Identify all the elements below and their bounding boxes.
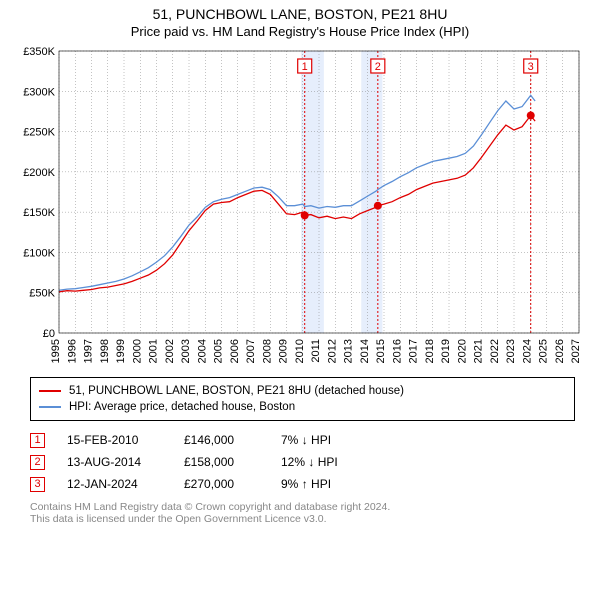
arrow-down-icon: ↓: [308, 455, 314, 469]
legend: 51, PUNCHBOWL LANE, BOSTON, PE21 8HU (de…: [30, 377, 575, 421]
svg-text:£200K: £200K: [23, 167, 55, 179]
transaction-pct: 7% ↓ HPI: [281, 433, 371, 447]
svg-text:£50K: £50K: [29, 288, 55, 300]
legend-row: 51, PUNCHBOWL LANE, BOSTON, PE21 8HU (de…: [39, 383, 566, 399]
svg-text:2011: 2011: [310, 339, 322, 363]
svg-text:2010: 2010: [294, 339, 306, 363]
svg-text:2023: 2023: [505, 339, 517, 363]
svg-text:2008: 2008: [261, 339, 273, 363]
svg-text:2005: 2005: [213, 339, 225, 363]
svg-text:2017: 2017: [408, 339, 420, 363]
transaction-price: £158,000: [184, 455, 259, 469]
transaction-index-box: 2: [30, 455, 45, 470]
legend-swatch-blue: [39, 406, 61, 408]
svg-text:2021: 2021: [473, 339, 485, 363]
svg-text:1999: 1999: [115, 339, 127, 363]
transaction-index-box: 1: [30, 433, 45, 448]
legend-label: HPI: Average price, detached house, Bost…: [69, 401, 295, 413]
svg-text:1995: 1995: [50, 339, 62, 363]
svg-text:2016: 2016: [391, 339, 403, 363]
svg-text:2025: 2025: [538, 339, 550, 363]
svg-text:2004: 2004: [196, 339, 208, 363]
footer-line: Contains HM Land Registry data © Crown c…: [30, 501, 575, 513]
chart-subtitle: Price paid vs. HM Land Registry's House …: [0, 24, 600, 39]
svg-text:2020: 2020: [456, 339, 468, 363]
svg-text:2026: 2026: [554, 339, 566, 363]
arrow-up-icon: ↑: [302, 477, 308, 491]
legend-label: 51, PUNCHBOWL LANE, BOSTON, PE21 8HU (de…: [69, 385, 404, 397]
svg-text:2003: 2003: [180, 339, 192, 363]
arrow-down-icon: ↓: [302, 433, 308, 447]
svg-text:1997: 1997: [83, 339, 95, 363]
transaction-date: 13-AUG-2014: [67, 455, 162, 469]
svg-text:1: 1: [302, 61, 308, 73]
svg-text:2022: 2022: [489, 339, 501, 363]
svg-text:£250K: £250K: [23, 127, 55, 139]
svg-text:2014: 2014: [359, 339, 371, 363]
svg-text:2019: 2019: [440, 339, 452, 363]
svg-text:2027: 2027: [570, 339, 582, 363]
transaction-pct: 9% ↑ HPI: [281, 477, 371, 491]
table-row: 2 13-AUG-2014 £158,000 12% ↓ HPI: [30, 451, 575, 473]
svg-text:1998: 1998: [99, 339, 111, 363]
chart-area: £0 £50K £100K £150K £200K £250K £300K £350K 1995…: [15, 47, 585, 377]
legend-row: HPI: Average price, detached house, Bost…: [39, 399, 566, 415]
transaction-date: 15-FEB-2010: [67, 433, 162, 447]
svg-text:£150K: £150K: [23, 207, 55, 219]
svg-text:2013: 2013: [343, 339, 355, 363]
svg-text:2018: 2018: [424, 339, 436, 363]
svg-text:2006: 2006: [229, 339, 241, 363]
footer-text: Contains HM Land Registry data © Crown c…: [30, 501, 575, 525]
transactions-table: 1 15-FEB-2010 £146,000 7% ↓ HPI 2 13-AUG…: [30, 429, 575, 495]
line-chart-svg: £0 £50K £100K £150K £200K £250K £300K £350K 1995…: [15, 47, 585, 377]
svg-text:2001: 2001: [148, 339, 160, 363]
legend-swatch-red: [39, 390, 61, 392]
svg-text:£100K: £100K: [23, 247, 55, 259]
svg-text:£350K: £350K: [23, 47, 55, 58]
svg-text:2015: 2015: [375, 339, 387, 363]
svg-text:3: 3: [528, 61, 534, 73]
svg-text:2009: 2009: [278, 339, 290, 363]
svg-text:2007: 2007: [245, 339, 257, 363]
transaction-date: 12-JAN-2024: [67, 477, 162, 491]
chart-titles: 51, PUNCHBOWL LANE, BOSTON, PE21 8HU Pri…: [0, 0, 600, 41]
footer-line: This data is licensed under the Open Gov…: [30, 513, 575, 525]
transaction-price: £270,000: [184, 477, 259, 491]
svg-text:2000: 2000: [131, 339, 143, 363]
transaction-price: £146,000: [184, 433, 259, 447]
svg-text:2: 2: [375, 61, 381, 73]
table-row: 3 12-JAN-2024 £270,000 9% ↑ HPI: [30, 473, 575, 495]
svg-text:2002: 2002: [164, 339, 176, 363]
svg-text:£300K: £300K: [23, 86, 55, 98]
transaction-index-box: 3: [30, 477, 45, 492]
svg-text:1996: 1996: [66, 339, 78, 363]
table-row: 1 15-FEB-2010 £146,000 7% ↓ HPI: [30, 429, 575, 451]
svg-text:2024: 2024: [521, 339, 533, 363]
svg-text:£0: £0: [43, 328, 55, 340]
svg-text:2012: 2012: [326, 339, 338, 363]
chart-title: 51, PUNCHBOWL LANE, BOSTON, PE21 8HU: [0, 6, 600, 22]
transaction-pct: 12% ↓ HPI: [281, 455, 371, 469]
